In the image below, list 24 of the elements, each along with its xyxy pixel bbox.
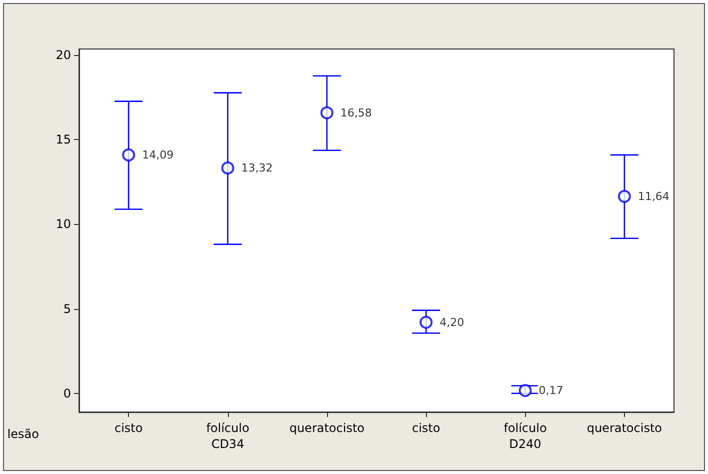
x-tick-label: folículo D240: [504, 421, 547, 451]
x-tick-label: queratocisto: [586, 421, 662, 435]
x-axis-title: lesão: [7, 427, 39, 441]
x-tick-label: folículo CD34: [206, 421, 250, 451]
data-label: 4,20: [440, 316, 464, 329]
y-tick-label: 20: [56, 48, 71, 62]
x-tick-label: cisto: [114, 421, 143, 435]
point: [320, 106, 334, 120]
point: [518, 384, 532, 398]
point: [221, 161, 234, 174]
data-label: 14,09: [142, 148, 174, 162]
y-tick-label: 0: [63, 386, 71, 400]
data-label: 16,58: [340, 106, 372, 120]
y-tick-label: 5: [63, 302, 71, 316]
data-label: 13,32: [241, 161, 273, 174]
y-tick-label: 10: [56, 217, 71, 232]
data-label: 0,17: [538, 384, 564, 398]
y-tick-label: 15: [56, 132, 71, 147]
x-tick-label: queratocisto: [289, 421, 365, 435]
point: [420, 316, 433, 329]
point: [618, 190, 631, 203]
x-tick-label: cisto: [412, 421, 440, 435]
point: [122, 148, 136, 162]
data-label: 11,64: [638, 190, 670, 203]
